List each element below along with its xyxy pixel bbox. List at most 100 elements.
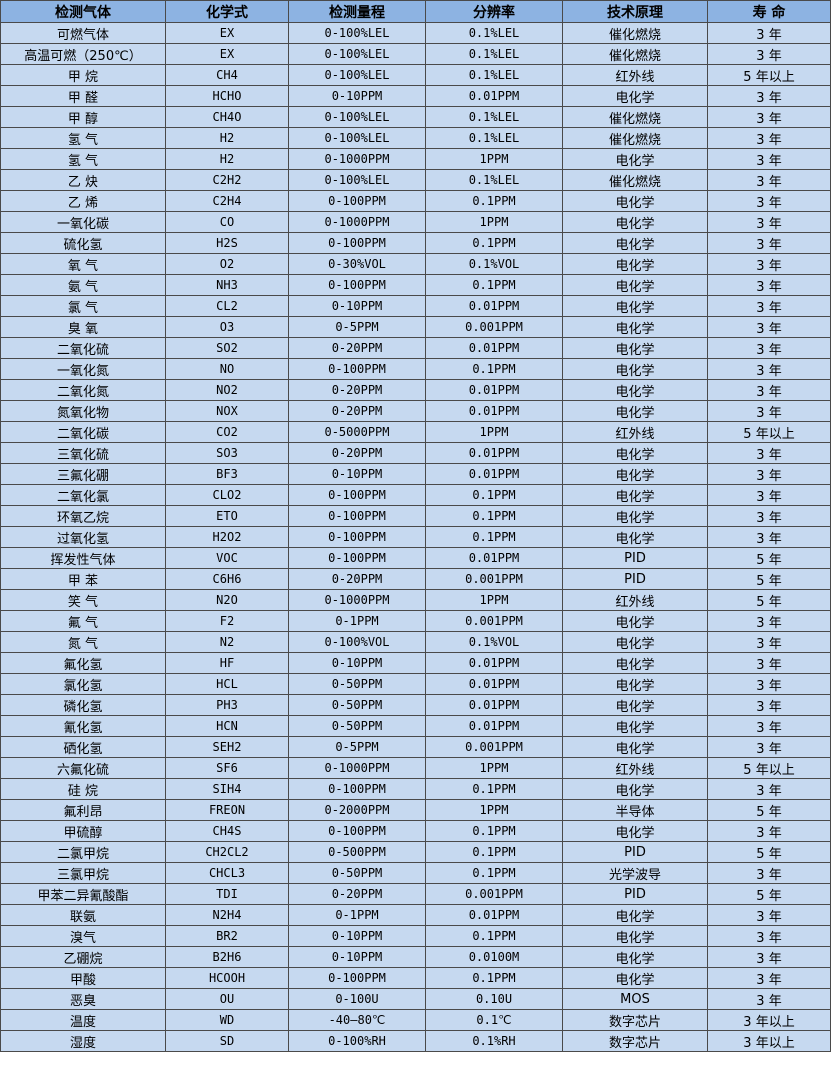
range-cell: 0-1000PPM: [288, 589, 426, 611]
formula-cell: FREON: [165, 799, 289, 821]
header-formula: 化学式: [165, 0, 289, 23]
lifespan-cell: 3 年: [707, 694, 831, 716]
lifespan-cell: 3 年: [707, 715, 831, 737]
resolution-cell: 0.1PPM: [425, 820, 563, 842]
table-row: 高温可燃（250℃） EX 0-100%LEL 0.1%LEL 催化燃烧 3 年: [0, 43, 831, 65]
range-cell: 0-50PPM: [288, 715, 426, 737]
lifespan-cell: 5 年: [707, 841, 831, 863]
gas-cell: 硫化氢: [0, 232, 166, 254]
principle-cell: 催化燃烧: [562, 106, 708, 128]
table-body: 可燃气体 EX 0-100%LEL 0.1%LEL 催化燃烧 3 年高温可燃（250℃） E…: [0, 22, 831, 1052]
principle-cell: 红外线: [562, 64, 708, 86]
gas-cell: 硅 烷: [0, 778, 166, 800]
range-cell: 0-100%LEL: [288, 22, 426, 44]
gas-cell: 甲 苯: [0, 568, 166, 590]
formula-cell: SO3: [165, 442, 289, 464]
principle-cell: PID: [562, 547, 708, 569]
principle-cell: 电化学: [562, 211, 708, 233]
lifespan-cell: 5 年: [707, 547, 831, 569]
resolution-cell: 0.1PPM: [425, 841, 563, 863]
principle-cell: PID: [562, 883, 708, 905]
resolution-cell: 1PPM: [425, 148, 563, 170]
resolution-cell: 0.1PPM: [425, 484, 563, 506]
lifespan-cell: 3 年: [707, 295, 831, 317]
lifespan-cell: 5 年: [707, 799, 831, 821]
principle-cell: PID: [562, 841, 708, 863]
resolution-cell: 0.1%LEL: [425, 64, 563, 86]
range-cell: 0-50PPM: [288, 694, 426, 716]
formula-cell: CO2: [165, 421, 289, 443]
range-cell: 0-100PPM: [288, 820, 426, 842]
table-row: 甲 烷 CH4 0-100%LEL 0.1%LEL 红外线 5 年以上: [0, 64, 831, 86]
table-row: 甲苯二异氰酸酯 TDI 0-20PPM 0.001PPM PID 5 年: [0, 883, 831, 905]
resolution-cell: 0.1PPM: [425, 967, 563, 989]
lifespan-cell: 5 年以上: [707, 757, 831, 779]
range-cell: 0-2000PPM: [288, 799, 426, 821]
table-row: 氰化氢 HCN 0-50PPM 0.01PPM 电化学 3 年: [0, 715, 831, 737]
lifespan-cell: 3 年: [707, 778, 831, 800]
resolution-cell: 0.1%LEL: [425, 106, 563, 128]
table-row: 氢 气 H2 0-1000PPM 1PPM 电化学 3 年: [0, 148, 831, 170]
formula-cell: CH4: [165, 64, 289, 86]
resolution-cell: 0.01PPM: [425, 715, 563, 737]
range-cell: 0-100%LEL: [288, 169, 426, 191]
table-row: 恶臭 OU 0-100U 0.10U MOS 3 年: [0, 988, 831, 1010]
formula-cell: SO2: [165, 337, 289, 359]
table-row: 一氧化氮 NO 0-100PPM 0.1PPM 电化学 3 年: [0, 358, 831, 380]
principle-cell: 半导体: [562, 799, 708, 821]
resolution-cell: 1PPM: [425, 757, 563, 779]
formula-cell: B2H6: [165, 946, 289, 968]
principle-cell: 电化学: [562, 820, 708, 842]
table-row: 氟利昂 FREON 0-2000PPM 1PPM 半导体 5 年: [0, 799, 831, 821]
gas-cell: 二氧化碳: [0, 421, 166, 443]
range-cell: 0-10PPM: [288, 295, 426, 317]
gas-cell: 三氟化硼: [0, 463, 166, 485]
lifespan-cell: 3 年: [707, 862, 831, 884]
principle-cell: 电化学: [562, 694, 708, 716]
resolution-cell: 0.1%LEL: [425, 43, 563, 65]
formula-cell: HCL: [165, 673, 289, 695]
principle-cell: 数字芯片: [562, 1009, 708, 1031]
gas-cell: 溴气: [0, 925, 166, 947]
principle-cell: 电化学: [562, 505, 708, 527]
range-cell: 0-100%LEL: [288, 43, 426, 65]
resolution-cell: 0.001PPM: [425, 736, 563, 758]
principle-cell: 红外线: [562, 421, 708, 443]
lifespan-cell: 3 年: [707, 253, 831, 275]
principle-cell: 电化学: [562, 967, 708, 989]
principle-cell: 电化学: [562, 484, 708, 506]
principle-cell: 电化学: [562, 316, 708, 338]
formula-cell: EX: [165, 43, 289, 65]
formula-cell: OU: [165, 988, 289, 1010]
range-cell: 0-100U: [288, 988, 426, 1010]
lifespan-cell: 3 年: [707, 169, 831, 191]
table-row: 甲 苯 C6H6 0-20PPM 0.001PPM PID 5 年: [0, 568, 831, 590]
resolution-cell: 0.01PPM: [425, 295, 563, 317]
formula-cell: VOC: [165, 547, 289, 569]
lifespan-cell: 3 年: [707, 400, 831, 422]
table-row: 环氧乙烷 ETO 0-100PPM 0.1PPM 电化学 3 年: [0, 505, 831, 527]
range-cell: 0-20PPM: [288, 568, 426, 590]
resolution-cell: 1PPM: [425, 421, 563, 443]
range-cell: 0-1PPM: [288, 904, 426, 926]
range-cell: 0-20PPM: [288, 379, 426, 401]
table-row: 过氧化氢 H2O2 0-100PPM 0.1PPM 电化学 3 年: [0, 526, 831, 548]
lifespan-cell: 3 年: [707, 505, 831, 527]
principle-cell: MOS: [562, 988, 708, 1010]
gas-cell: 甲硫醇: [0, 820, 166, 842]
principle-cell: 电化学: [562, 463, 708, 485]
formula-cell: TDI: [165, 883, 289, 905]
principle-cell: 电化学: [562, 526, 708, 548]
resolution-cell: 1PPM: [425, 799, 563, 821]
table-row: 乙 烯 C2H4 0-100PPM 0.1PPM 电化学 3 年: [0, 190, 831, 212]
lifespan-cell: 3 年以上: [707, 1009, 831, 1031]
principle-cell: 电化学: [562, 190, 708, 212]
gas-cell: 乙 烯: [0, 190, 166, 212]
principle-cell: 电化学: [562, 85, 708, 107]
principle-cell: 红外线: [562, 757, 708, 779]
lifespan-cell: 3 年: [707, 190, 831, 212]
range-cell: 0-100PPM: [288, 232, 426, 254]
lifespan-cell: 3 年: [707, 526, 831, 548]
range-cell: 0-100PPM: [288, 778, 426, 800]
resolution-cell: 0.1PPM: [425, 505, 563, 527]
